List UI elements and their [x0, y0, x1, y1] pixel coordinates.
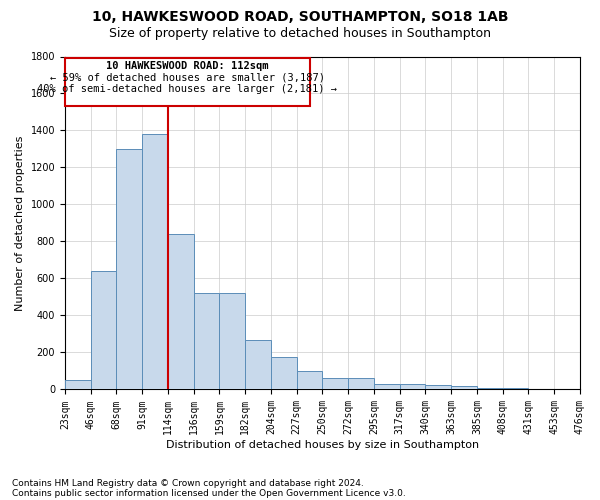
- Bar: [168, 234, 194, 390]
- Bar: [271, 357, 296, 390]
- Bar: [400, 384, 425, 390]
- Bar: [245, 340, 271, 390]
- Text: ← 59% of detached houses are smaller (3,187): ← 59% of detached houses are smaller (3,…: [50, 72, 325, 82]
- Bar: [91, 271, 116, 390]
- Bar: [65, 380, 91, 390]
- Bar: [142, 134, 168, 390]
- Bar: [322, 378, 348, 390]
- Bar: [65, 58, 310, 106]
- Bar: [554, 388, 580, 390]
- X-axis label: Distribution of detached houses by size in Southampton: Distribution of detached houses by size …: [166, 440, 479, 450]
- Text: 10 HAWKESWOOD ROAD: 112sqm: 10 HAWKESWOOD ROAD: 112sqm: [106, 61, 269, 71]
- Bar: [477, 388, 503, 390]
- Text: Size of property relative to detached houses in Southampton: Size of property relative to detached ho…: [109, 28, 491, 40]
- Bar: [503, 388, 529, 390]
- Bar: [194, 294, 220, 390]
- Bar: [220, 294, 245, 390]
- Text: Contains public sector information licensed under the Open Government Licence v3: Contains public sector information licen…: [12, 488, 406, 498]
- Text: 40% of semi-detached houses are larger (2,181) →: 40% of semi-detached houses are larger (…: [37, 84, 337, 94]
- Text: 10, HAWKESWOOD ROAD, SOUTHAMPTON, SO18 1AB: 10, HAWKESWOOD ROAD, SOUTHAMPTON, SO18 1…: [92, 10, 508, 24]
- Bar: [116, 149, 142, 390]
- Bar: [296, 371, 322, 390]
- Y-axis label: Number of detached properties: Number of detached properties: [15, 136, 25, 310]
- Bar: [425, 385, 451, 390]
- Bar: [451, 386, 477, 390]
- Text: Contains HM Land Registry data © Crown copyright and database right 2024.: Contains HM Land Registry data © Crown c…: [12, 478, 364, 488]
- Bar: [348, 378, 374, 390]
- Bar: [529, 388, 554, 390]
- Bar: [374, 384, 400, 390]
